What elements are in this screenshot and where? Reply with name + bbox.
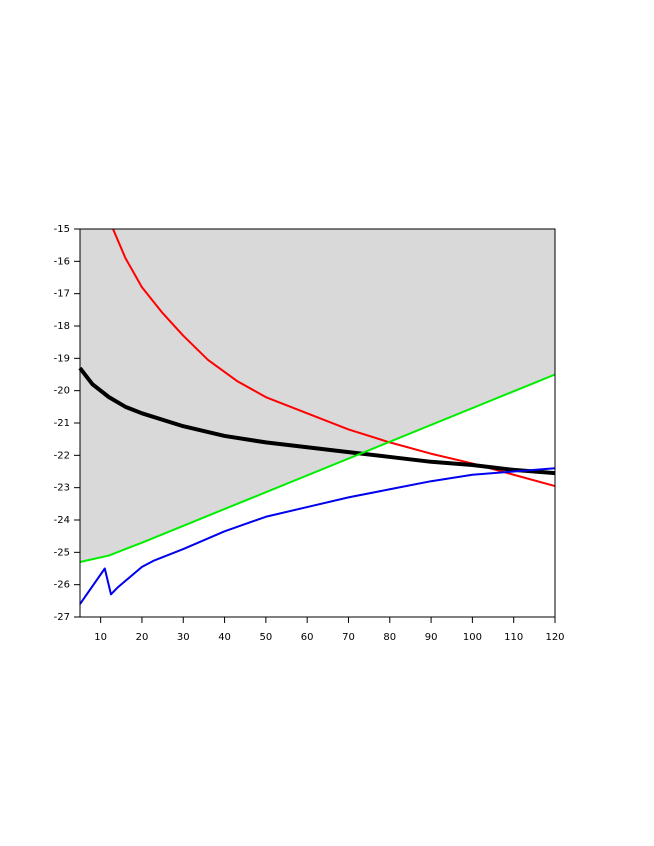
y-tick-label: -23 bbox=[54, 483, 70, 494]
y-tick-label: -18 bbox=[54, 321, 70, 332]
x-tick-label: 30 bbox=[177, 632, 190, 643]
y-tick-label: -16 bbox=[54, 256, 70, 267]
series-line bbox=[79, 467, 556, 605]
x-tick-label: 50 bbox=[260, 632, 273, 643]
y-tick-label: -24 bbox=[54, 515, 70, 526]
y-tick-label: -15 bbox=[54, 224, 70, 235]
x-tick-label: 100 bbox=[463, 632, 482, 643]
x-tick-label: 110 bbox=[504, 632, 523, 643]
y-tick-label: -25 bbox=[54, 547, 70, 558]
x-tick-label: 80 bbox=[383, 632, 396, 643]
shaded-area bbox=[80, 229, 555, 563]
y-tick-label: -20 bbox=[54, 386, 70, 397]
x-tick-label: 40 bbox=[218, 632, 231, 643]
x-tick-label: 20 bbox=[136, 632, 149, 643]
y-tick-label: -19 bbox=[54, 353, 70, 364]
x-tick-label: 60 bbox=[301, 632, 314, 643]
y-tick-label: -22 bbox=[54, 450, 70, 461]
y-tick-label: -27 bbox=[54, 612, 70, 623]
x-tick-label: 120 bbox=[545, 632, 564, 643]
y-tick-label: -26 bbox=[54, 580, 70, 591]
series-line bbox=[78, 366, 556, 476]
x-tick-label: 90 bbox=[425, 632, 438, 643]
x-tick-label: 10 bbox=[94, 632, 107, 643]
series-line bbox=[79, 373, 556, 564]
y-tick-label: -21 bbox=[54, 418, 70, 429]
x-tick-label: 70 bbox=[342, 632, 355, 643]
y-tick-label: -17 bbox=[54, 289, 70, 300]
series-line bbox=[112, 228, 556, 488]
